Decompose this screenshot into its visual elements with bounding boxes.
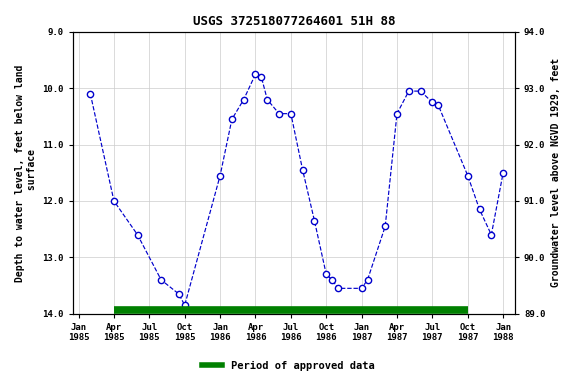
Legend: Period of approved data: Period of approved data — [198, 357, 378, 375]
Title: USGS 372518077264601 51H 88: USGS 372518077264601 51H 88 — [192, 15, 395, 28]
Y-axis label: Groundwater level above NGVD 1929, feet: Groundwater level above NGVD 1929, feet — [551, 58, 561, 287]
Y-axis label: Depth to water level, feet below land
 surface: Depth to water level, feet below land su… — [15, 64, 37, 281]
